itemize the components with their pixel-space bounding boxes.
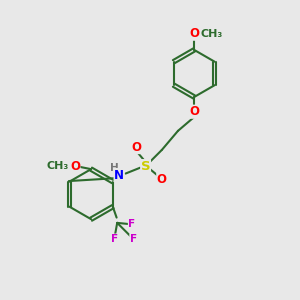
Text: O: O: [189, 105, 199, 118]
Text: F: F: [130, 234, 137, 244]
Text: N: N: [114, 169, 124, 182]
Text: O: O: [189, 27, 199, 40]
Text: H: H: [110, 163, 119, 173]
Text: CH₃: CH₃: [201, 29, 223, 39]
Text: O: O: [132, 141, 142, 154]
Text: F: F: [111, 234, 118, 244]
Text: S: S: [141, 160, 150, 173]
Text: O: O: [70, 160, 80, 173]
Text: O: O: [157, 173, 167, 186]
Text: CH₃: CH₃: [46, 161, 68, 171]
Text: F: F: [128, 219, 136, 229]
